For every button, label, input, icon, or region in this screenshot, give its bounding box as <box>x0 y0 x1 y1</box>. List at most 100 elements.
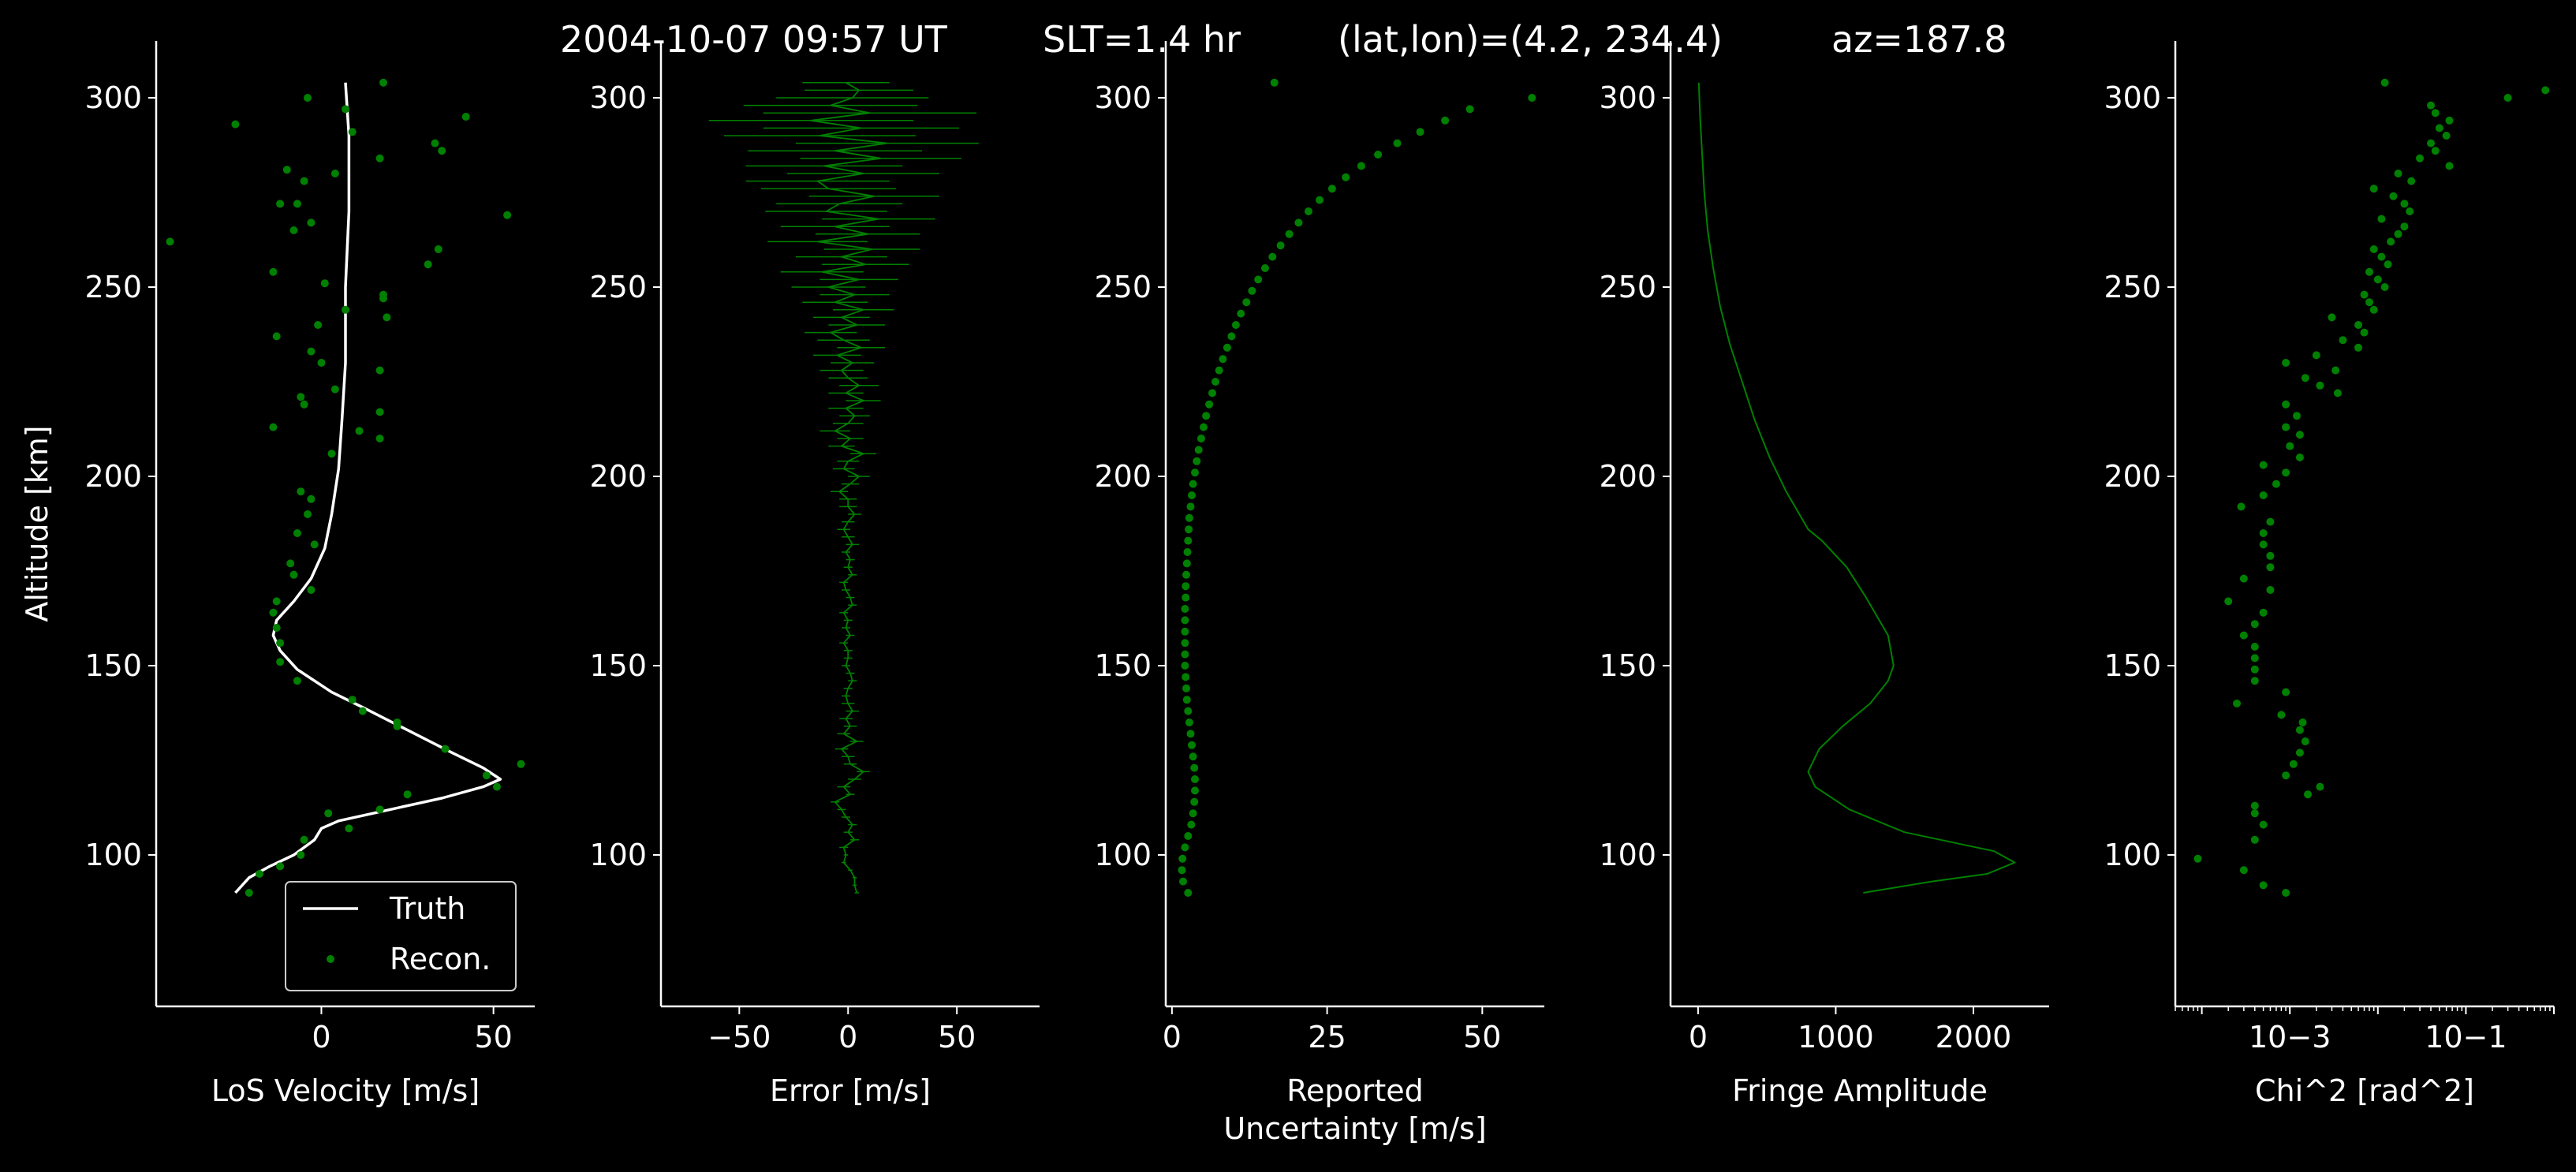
series-line <box>1697 82 2016 894</box>
error-profile-line <box>811 82 888 894</box>
data-point <box>282 166 291 174</box>
data-point <box>293 677 301 685</box>
data-point <box>1184 536 1193 545</box>
data-point <box>166 237 174 246</box>
title-time: 2004-10-07 09:57 UT <box>560 18 948 61</box>
data-point <box>345 824 353 833</box>
data-point <box>1181 843 1189 852</box>
data-point <box>1188 491 1196 499</box>
data-point <box>1184 832 1193 840</box>
data-point <box>1178 866 1186 875</box>
x-tick-label: 2000 <box>1936 1020 2012 1054</box>
data-point <box>379 294 387 303</box>
data-point <box>2442 132 2451 140</box>
data-point <box>2445 162 2454 170</box>
data-point <box>2224 597 2233 606</box>
data-point <box>1393 139 1402 147</box>
data-point <box>2394 170 2402 177</box>
data-point <box>286 559 295 568</box>
data-point <box>2259 608 2268 617</box>
data-point <box>1316 196 1324 204</box>
data-point <box>276 639 285 648</box>
data-point <box>2250 677 2259 685</box>
y-tick-label: 200 <box>1599 459 1656 494</box>
data-point <box>2503 94 2512 102</box>
data-point <box>2272 480 2280 488</box>
data-point <box>2250 620 2259 629</box>
data-point <box>2282 468 2290 477</box>
data-point <box>1182 559 1191 568</box>
data-point <box>2328 313 2336 322</box>
data-point <box>1184 707 1193 715</box>
data-point <box>2266 517 2275 526</box>
data-point <box>2389 192 2398 200</box>
data-point <box>1270 78 1279 87</box>
data-point <box>2541 86 2550 95</box>
data-point <box>1294 218 1303 227</box>
data-point <box>434 245 442 253</box>
data-point <box>1285 230 1294 238</box>
data-point <box>2295 453 2304 461</box>
x-tick-label: 0 <box>838 1020 857 1054</box>
data-point <box>300 835 308 844</box>
data-point <box>2250 809 2259 818</box>
data-point <box>1181 627 1189 636</box>
y-tick-label: 300 <box>1094 80 1152 115</box>
data-point <box>1185 719 1193 726</box>
data-point <box>2293 412 2301 420</box>
data-point <box>2416 154 2424 162</box>
truth-line <box>234 82 502 894</box>
y-tick-label: 200 <box>84 459 142 494</box>
data-point <box>2316 782 2324 791</box>
data-point <box>307 495 315 503</box>
x-tick-label: 0 <box>312 1020 330 1054</box>
data-point <box>2266 551 2275 560</box>
data-point <box>342 305 349 314</box>
data-point <box>2445 116 2454 125</box>
x-axis-label: Fringe Amplitude <box>1732 1073 1988 1108</box>
legend-point-swatch <box>327 955 334 963</box>
data-point <box>1191 775 1199 783</box>
data-point <box>272 332 281 341</box>
data-point <box>1182 570 1190 579</box>
data-point <box>1182 582 1190 591</box>
data-point <box>1190 797 1199 806</box>
y-tick-label: 100 <box>84 838 142 872</box>
x-axis-label: Chi^2 [rad^2] <box>2255 1073 2474 1108</box>
data-point <box>1416 128 1424 136</box>
data-point <box>493 782 501 791</box>
data-point <box>1190 763 1199 772</box>
data-point <box>424 260 432 269</box>
y-axis-label: Altitude [km] <box>20 425 54 621</box>
data-point <box>2354 321 2362 329</box>
title-azimuth: az=187.8 <box>1831 18 2007 61</box>
data-point <box>272 624 281 632</box>
data-point <box>293 200 301 208</box>
y-tick-label: 300 <box>1599 80 1656 115</box>
data-point <box>2295 726 2304 734</box>
data-point <box>293 529 301 537</box>
x-axis-label: Reported Uncertainty [m/s] <box>1223 1073 1486 1146</box>
data-point <box>2282 423 2290 431</box>
data-point <box>2435 124 2443 133</box>
y-tick-label: 250 <box>1094 270 1152 304</box>
data-point <box>2431 109 2440 118</box>
data-point <box>1187 820 1196 829</box>
data-point <box>438 147 446 155</box>
data-point <box>2282 889 2290 897</box>
data-point <box>2377 252 2386 261</box>
data-point <box>1528 94 1536 102</box>
data-point <box>2259 461 2268 469</box>
data-point <box>2289 760 2298 768</box>
data-point <box>348 128 357 136</box>
data-point <box>2427 101 2435 110</box>
data-point <box>2298 719 2307 726</box>
data-point <box>1179 877 1187 886</box>
data-point <box>348 696 357 704</box>
data-point <box>320 279 329 288</box>
data-point <box>2282 400 2290 409</box>
x-tick-label: 50 <box>938 1020 976 1054</box>
data-point <box>503 211 512 219</box>
data-point <box>2282 688 2290 696</box>
data-point <box>1227 332 1236 341</box>
